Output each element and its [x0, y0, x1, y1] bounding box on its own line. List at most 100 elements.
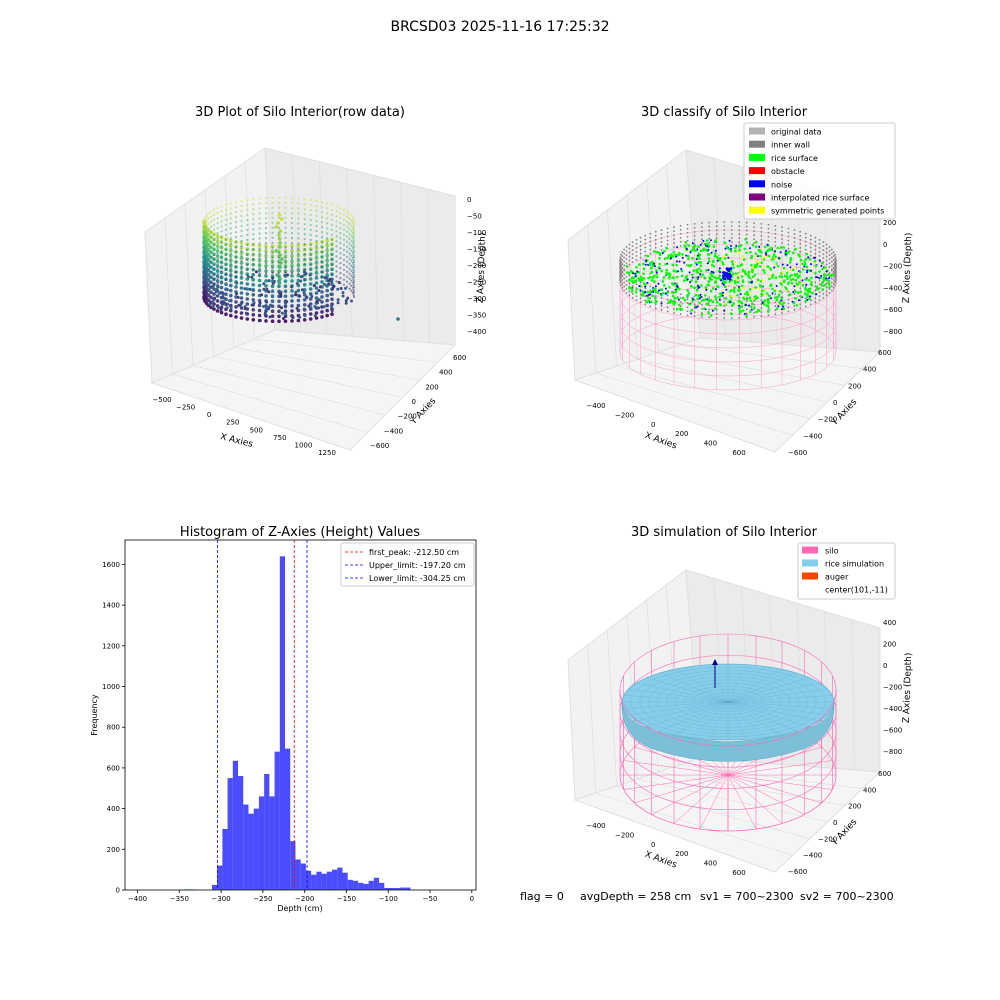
raw-point	[325, 303, 330, 308]
classify-point	[689, 281, 692, 284]
classify-point	[732, 288, 736, 292]
classify-point	[807, 287, 811, 291]
histogram-legend-label: Upper_limit: -197.20 cm	[369, 561, 466, 570]
raw-point	[339, 237, 342, 240]
raw-point	[264, 279, 268, 283]
simulation-silo-front-rim	[619, 689, 837, 747]
classify-wall-point	[686, 302, 689, 305]
classify-point	[709, 239, 712, 242]
raw-point	[229, 262, 232, 265]
histogram-bar	[227, 778, 233, 890]
raw-point	[258, 227, 261, 230]
raw-point	[310, 295, 314, 298]
classify-wall-point	[774, 293, 777, 296]
classify-wall-point	[708, 233, 711, 236]
raw-point	[220, 255, 223, 258]
classify-point	[627, 278, 631, 282]
raw-point	[212, 213, 216, 216]
classify-point	[739, 244, 743, 247]
classify-point	[822, 278, 826, 282]
classify-wall-point	[673, 308, 675, 310]
classify-point	[801, 268, 805, 271]
classify-point	[714, 280, 718, 284]
raw-point	[345, 235, 349, 238]
classify-wall-point	[673, 230, 675, 232]
classify-wall-point	[693, 299, 696, 302]
classify-wall-point	[635, 242, 638, 245]
classify-point	[793, 285, 796, 288]
raw-point	[264, 319, 268, 323]
raw-point	[308, 282, 313, 286]
classify-point	[681, 253, 684, 256]
raw-point	[278, 265, 282, 269]
raw-point	[277, 269, 282, 273]
classify-point	[725, 245, 729, 249]
raw-point	[313, 314, 317, 318]
classify-point	[729, 312, 733, 316]
raw-point	[335, 235, 338, 238]
classify-point	[747, 270, 751, 274]
classify-wall-point	[628, 294, 631, 297]
classify-wall-point	[774, 301, 777, 304]
raw-point	[245, 282, 250, 286]
classify-wall-point	[834, 280, 836, 283]
classify-point	[779, 296, 782, 299]
histogram-bar	[394, 887, 400, 890]
classify-wall-point	[693, 234, 696, 237]
raw-point	[339, 287, 343, 290]
raw-point	[300, 288, 304, 292]
classify-point	[810, 281, 813, 284]
raw-point	[239, 271, 244, 275]
classify-point	[676, 296, 679, 300]
classify-point	[750, 278, 752, 280]
raw-z-axis-label: Z Axies (Depth)	[476, 233, 488, 304]
classify-wall-point	[649, 297, 652, 300]
raw-z-tick-label: −50	[467, 213, 482, 221]
raw-point	[314, 256, 319, 260]
raw-point	[315, 274, 318, 278]
classify-wall-point	[835, 279, 837, 281]
raw-point	[277, 314, 281, 319]
raw-point	[320, 231, 324, 234]
classify-point	[792, 251, 795, 255]
raw-point	[290, 254, 294, 258]
classify-wall-point	[753, 222, 756, 225]
simulation-silo-front-base	[619, 774, 837, 832]
raw-point	[297, 252, 300, 255]
raw-point	[329, 292, 333, 296]
raw-point	[229, 242, 232, 245]
simulation-z-tick-label: −600	[883, 727, 902, 735]
raw-point	[326, 267, 329, 270]
classify-point	[749, 251, 752, 254]
classify-wall-point	[825, 286, 828, 289]
classify-wall-point	[745, 229, 748, 232]
classify-point	[718, 303, 722, 306]
raw-point	[325, 293, 330, 298]
classify-point	[707, 269, 710, 271]
raw-point	[203, 228, 206, 231]
classify-point	[727, 247, 731, 251]
raw-point	[203, 248, 206, 251]
raw-point	[245, 292, 250, 296]
classify-point	[704, 286, 708, 289]
raw-point	[229, 273, 233, 278]
classify-point	[736, 276, 740, 280]
classify-point	[700, 296, 703, 299]
raw-point	[254, 270, 258, 274]
raw-point	[215, 309, 220, 313]
raw-point	[229, 277, 232, 280]
classify-point	[709, 299, 713, 302]
classify-point	[695, 258, 698, 261]
raw-point	[303, 223, 306, 226]
classify-point	[749, 247, 751, 250]
raw-point	[297, 227, 300, 230]
classify-point	[767, 265, 770, 269]
classify-wall-point	[628, 274, 631, 277]
classify-wall-point	[799, 303, 802, 306]
classify-point	[749, 310, 752, 314]
raw-point	[335, 220, 338, 223]
classify-wall-point	[625, 262, 628, 264]
simulation-silo-floor-spoke	[673, 774, 729, 824]
classify-point	[739, 310, 742, 313]
